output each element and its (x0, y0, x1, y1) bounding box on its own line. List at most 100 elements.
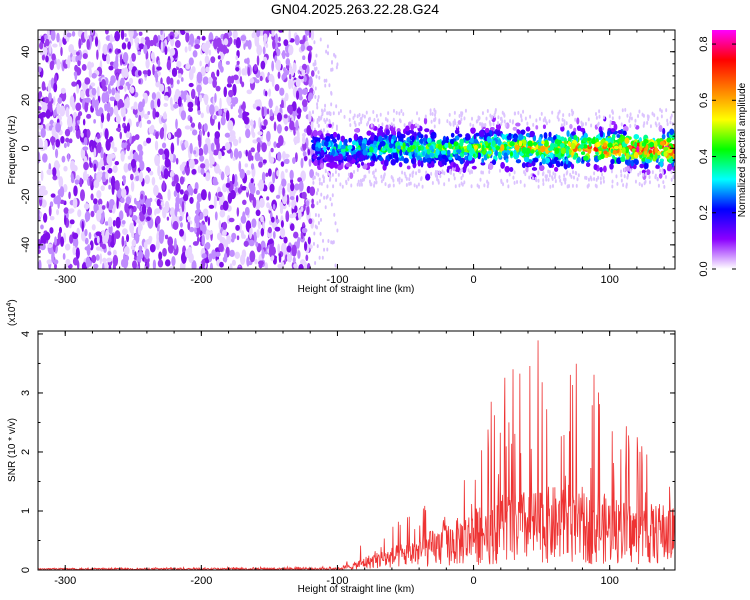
spectrogram-cell (102, 257, 107, 263)
spectrogram-cell (542, 158, 546, 165)
spectrogram-cell (204, 258, 210, 264)
spectrogram-cell (523, 183, 526, 188)
spectrogram-cell (301, 191, 307, 199)
spectrogram-cell (644, 172, 647, 177)
spectrogram-cell (258, 161, 263, 168)
spectrogram-cell (219, 97, 222, 110)
spectrogram-cell (565, 148, 569, 155)
spectrogram-cell (40, 224, 44, 230)
spectrogram-cell (426, 148, 431, 155)
spectrogram-cell (530, 173, 533, 178)
spectrogram-cell (225, 110, 230, 122)
spectrogram-cell (112, 249, 117, 256)
spectrogram-cell (417, 145, 422, 152)
spectrogram-cell (523, 156, 530, 163)
spectrogram-cell (189, 158, 195, 169)
spectrogram-cell (551, 110, 554, 115)
spectrogram-cell (663, 184, 666, 189)
spectrogram-cell (593, 171, 596, 176)
spectrogram-cell (251, 131, 256, 139)
spectrogram-frame (37, 29, 676, 270)
spectrogram-cell (89, 160, 92, 168)
spectrogram-cell (430, 131, 437, 137)
spectrogram-cell (179, 222, 183, 228)
spectrogram-cell (489, 113, 492, 118)
spectrogram-cell (559, 142, 565, 149)
spectrogram-cell (270, 246, 276, 256)
spectrogram-cell (324, 140, 329, 147)
spectrogram-cell (335, 126, 338, 131)
spectrogram-cell (552, 171, 555, 176)
spectrogram-cell (373, 117, 376, 122)
spectrogram-cell (155, 215, 161, 225)
spectrogram-cell (76, 83, 80, 94)
spectrogram-cell (448, 112, 451, 117)
spectrogram-cell (193, 150, 197, 155)
spectrogram-cell (322, 176, 325, 181)
spectrogram-cell (167, 244, 174, 254)
spectrogram-cell (134, 200, 141, 206)
spectrogram-cell (272, 203, 276, 210)
spectrogram-cell (463, 116, 466, 121)
spectrogram-cell (417, 169, 420, 174)
spectrogram-cell (571, 183, 574, 188)
spectrogram-cell (226, 235, 232, 245)
spectrogram-cell (126, 122, 131, 133)
spectrogram-cell (600, 153, 605, 159)
spectrogram-cell (261, 171, 266, 182)
spectrogram-cell (214, 211, 218, 221)
spectrogram-cell (509, 141, 515, 147)
spectrogram-cell (221, 229, 227, 237)
spectrogram-cell (529, 114, 532, 119)
spectrogram-cell (255, 241, 259, 248)
spectrogram-cell (263, 37, 268, 42)
spectrogram-cell (582, 137, 588, 143)
spectrogram-cell (216, 69, 220, 77)
spectrogram-cell (400, 109, 403, 114)
spectrogram-cell (453, 110, 456, 115)
spectrogram-cell (100, 112, 105, 123)
spectrogram-cell (81, 220, 85, 232)
spectrogram-cell (48, 205, 52, 217)
spectrogram-cell (380, 179, 383, 184)
spectrogram-cell (82, 53, 88, 60)
spectrogram-cell (323, 78, 326, 83)
spectrogram-cell (197, 110, 201, 115)
spectrogram-cell (661, 133, 666, 140)
spectrogram-cell (310, 121, 314, 131)
spectrogram-cell (630, 116, 633, 121)
spectrogram-cell (254, 152, 261, 162)
spectrogram-cell (174, 131, 178, 137)
spectrogram-cell (67, 153, 70, 162)
spectrogram-cell (494, 108, 497, 113)
spectrogram-cell (222, 256, 228, 263)
spectrogram-cell (461, 173, 464, 178)
spectrogram-cell (663, 151, 668, 157)
y-tick-label: 4 (20, 331, 32, 337)
spectrogram-cell (205, 241, 211, 250)
spectrogram-cell (211, 156, 215, 165)
spectrogram-cell (281, 74, 285, 81)
spectrogram-cell (514, 111, 517, 116)
spectrogram-cell (372, 154, 377, 162)
spectrogram-cell (84, 30, 88, 40)
spectrogram-cell (207, 216, 211, 226)
spectrogram-cell (500, 144, 505, 152)
spectrogram-cell (609, 119, 612, 124)
spectrogram-cell (507, 184, 510, 189)
spectrogram-cell (182, 193, 189, 202)
spectrogram-cell (314, 261, 317, 266)
spectrogram-cell (146, 119, 152, 125)
spectrogram-cell (115, 216, 121, 229)
spectrogram-cell (139, 121, 142, 128)
spectrogram-cell (421, 184, 424, 189)
spectrogram-cell (149, 197, 153, 203)
spectrogram-cell (386, 118, 389, 123)
spectrogram-cell (409, 173, 412, 178)
spectrogram-cell (665, 108, 668, 113)
spectrogram-cell (247, 66, 251, 77)
spectrogram-cell (130, 158, 137, 169)
spectrogram-cell (113, 105, 119, 116)
spectrogram-cell (559, 178, 562, 183)
spectrogram-cell (198, 147, 204, 157)
